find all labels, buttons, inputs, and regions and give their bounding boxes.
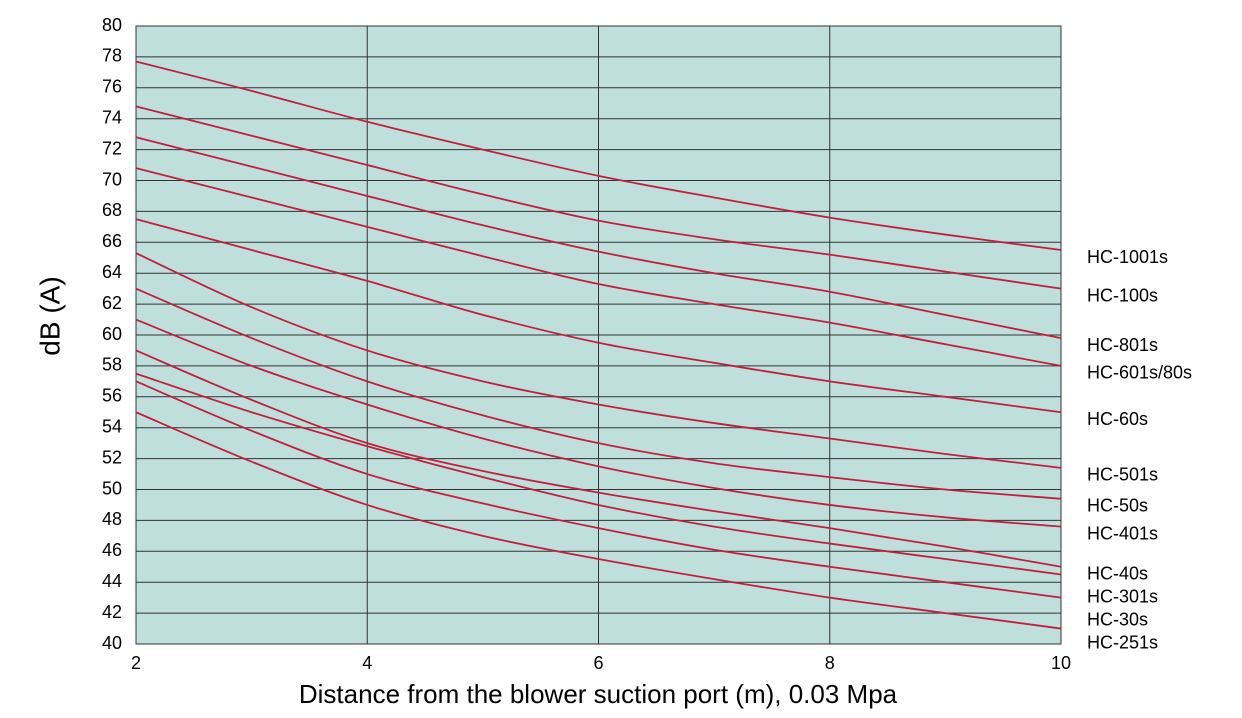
y-tick-label: 48	[102, 509, 122, 529]
y-tick-label: 44	[102, 571, 122, 591]
y-tick-label: 78	[102, 46, 122, 66]
x-tick-label: 4	[362, 653, 372, 673]
y-tick-label: 66	[102, 231, 122, 251]
series-line	[135, 349, 1062, 568]
y-tick-label: 40	[102, 633, 122, 653]
series-line	[135, 136, 1062, 339]
legend-label: HC-50s	[1087, 496, 1148, 516]
y-tick-label: 68	[102, 200, 122, 220]
x-axis-label: Distance from the blower suction port (m…	[299, 679, 898, 709]
series-line	[135, 252, 1062, 469]
y-tick-label: 56	[102, 386, 122, 406]
series-line	[135, 105, 1062, 290]
legend-label: HC-30s	[1087, 610, 1148, 630]
y-tick-label: 74	[102, 107, 122, 127]
legend-label: HC-251s	[1087, 633, 1158, 653]
y-tick-label: 54	[102, 416, 122, 436]
series-line	[135, 411, 1062, 630]
y-tick-label: 42	[102, 602, 122, 622]
legend-label: HC-301s	[1087, 587, 1158, 607]
legend-label: HC-801s	[1087, 335, 1158, 355]
legend-label: HC-401s	[1087, 523, 1158, 543]
legend-label: HC-501s	[1087, 465, 1158, 485]
y-tick-label: 50	[102, 478, 122, 498]
y-tick-label: 52	[102, 447, 122, 467]
y-tick-label: 60	[102, 324, 122, 344]
series-line	[135, 318, 1062, 528]
series-line	[135, 287, 1062, 500]
plot-frame	[135, 25, 1062, 645]
legend-label: HC-40s	[1087, 564, 1148, 584]
series-line	[135, 380, 1062, 599]
y-tick-label: 58	[102, 355, 122, 375]
legend-label: HC-601s/80s	[1087, 363, 1192, 383]
series-line	[135, 60, 1062, 251]
x-tick-label: 8	[825, 653, 835, 673]
x-tick-label: 10	[1051, 653, 1071, 673]
series-line	[135, 372, 1062, 576]
y-tick-label: 62	[102, 293, 122, 313]
legend-label: HC-60s	[1087, 409, 1148, 429]
legend-label: HC-1001s	[1087, 247, 1168, 267]
y-tick-label: 46	[102, 540, 122, 560]
y-tick-label: 76	[102, 77, 122, 97]
series-line	[135, 167, 1062, 367]
y-tick-label: 72	[102, 138, 122, 158]
legend-label: HC-100s	[1087, 285, 1158, 305]
series-line	[135, 218, 1062, 414]
x-tick-label: 2	[131, 653, 141, 673]
y-axis-label: dB (A)	[34, 276, 65, 355]
x-tick-label: 6	[593, 653, 603, 673]
y-tick-label: 70	[102, 169, 122, 189]
y-tick-label: 64	[102, 262, 122, 282]
y-tick-label: 80	[102, 15, 122, 35]
